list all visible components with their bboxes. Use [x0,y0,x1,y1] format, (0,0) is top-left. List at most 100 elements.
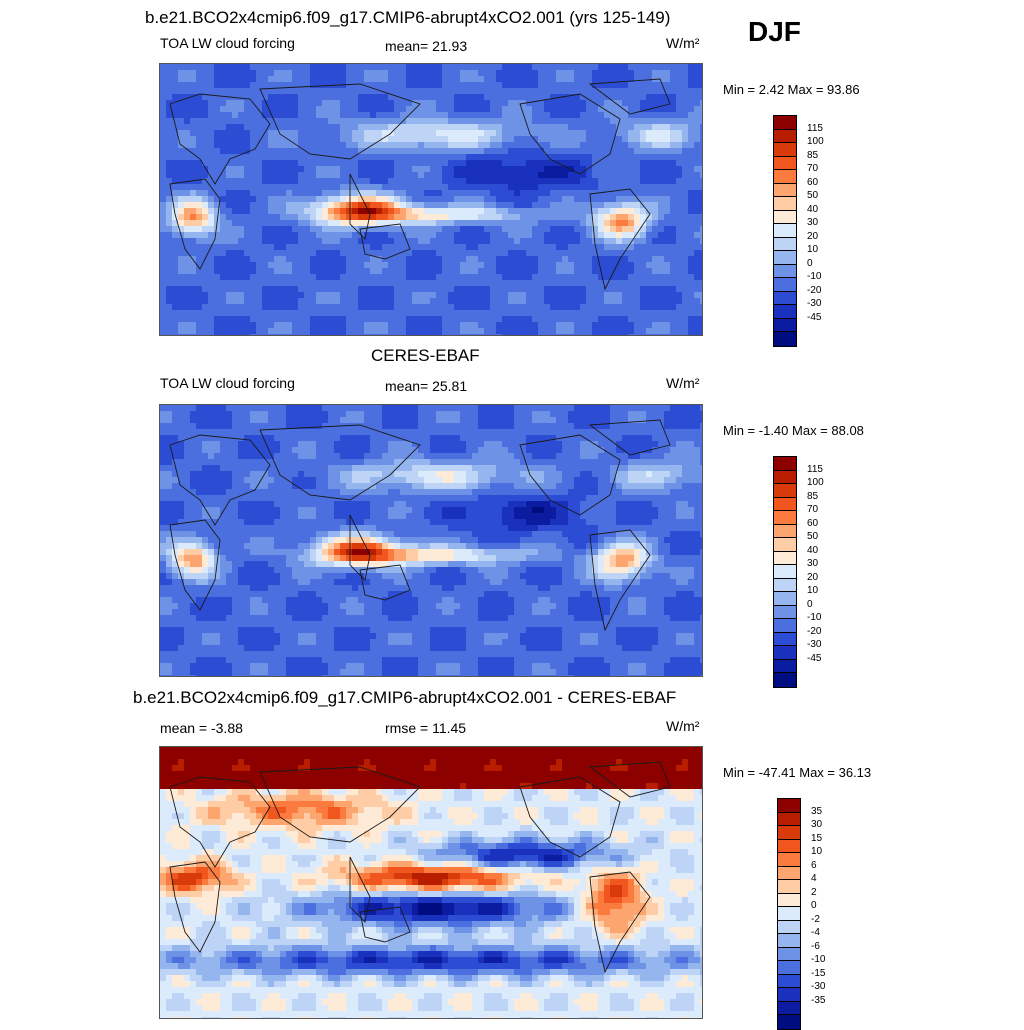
colorbar-swatch [774,265,796,279]
colorbar-swatch [778,948,800,962]
colorbar-swatch [774,498,796,512]
colorbar-tick-label: 20 [807,572,818,583]
colorbar-tick-label: 15 [811,833,822,844]
colorbar-swatch [778,921,800,935]
colorbar-tick-label: -4 [811,927,820,938]
colorbar-swatch [774,224,796,238]
colorbar-swatch [778,1015,800,1029]
colorbar-swatch [778,826,800,840]
colorbar-swatch [774,197,796,211]
colorbar-tick-label: 60 [807,177,818,188]
colorbar-swatch [778,867,800,881]
colorbar-tick-label: -2 [811,914,820,925]
colorbar-tick-label: 0 [807,258,813,269]
panel3-minmax: Min = -47.41 Max = 36.13 [723,765,871,780]
colorbar-swatch [774,511,796,525]
colorbar-tick-label: 10 [807,244,818,255]
colorbar-swatch [774,319,796,333]
colorbar-swatch [778,840,800,854]
colorbar-swatch [774,457,796,471]
colorbar-swatch [778,975,800,989]
colorbar-swatch [778,880,800,894]
colorbar-swatch [774,238,796,252]
colorbar-tick-label: -35 [811,995,825,1006]
panel3-rmse-label: rmse = 11.45 [385,720,466,736]
colorbar-swatch [778,894,800,908]
colorbar-tick-label: -45 [807,312,821,323]
colorbar-tick-label: -6 [811,941,820,952]
panel1-variable-label: TOA LW cloud forcing [160,35,295,51]
colorbar-swatch [774,484,796,498]
colorbar-tick-label: -10 [807,612,821,623]
panel1-title: b.e21.BCO2x4cmip6.f09_g17.CMIP6-abrupt4x… [145,8,670,28]
colorbar-swatch [774,184,796,198]
colorbar-swatch [774,170,796,184]
colorbar-swatch [774,130,796,144]
panel1-colorbar [773,115,797,347]
colorbar-tick-label: 60 [807,518,818,529]
colorbar-tick-label: 0 [811,900,817,911]
panel1-mean-label: mean= 21.93 [385,38,467,54]
colorbar-swatch [774,157,796,171]
panel2-units-label: W/m² [666,375,699,391]
colorbar-tick-label: -20 [807,285,821,296]
panel3-map [159,746,703,1019]
colorbar-tick-label: -30 [807,298,821,309]
colorbar-tick-label: 50 [807,190,818,201]
colorbar-swatch [778,853,800,867]
colorbar-tick-label: 4 [811,873,817,884]
colorbar-swatch [774,332,796,346]
colorbar-tick-label: 20 [807,231,818,242]
colorbar-swatch [774,619,796,633]
colorbar-tick-label: 2 [811,887,817,898]
colorbar-tick-label: 10 [811,846,822,857]
colorbar-tick-label: -45 [807,653,821,664]
colorbar-swatch [774,552,796,566]
colorbar-tick-label: 100 [807,136,824,147]
colorbar-swatch [774,660,796,674]
colorbar-tick-label: 50 [807,531,818,542]
colorbar-tick-label: 115 [807,464,823,475]
colorbar-tick-label: -30 [811,981,825,992]
colorbar-swatch [774,579,796,593]
colorbar-tick-label: -20 [807,626,821,637]
colorbar-swatch [774,592,796,606]
panel2-variable-label: TOA LW cloud forcing [160,375,295,391]
panel1-minmax: Min = 2.42 Max = 93.86 [723,82,860,97]
colorbar-swatch [774,292,796,306]
colorbar-swatch [774,646,796,660]
colorbar-swatch [774,251,796,265]
colorbar-swatch [778,988,800,1002]
colorbar-tick-label: 6 [811,860,817,871]
colorbar-swatch [774,565,796,579]
panel3-colorbar [777,798,801,1030]
panel2-map-svg [160,405,702,676]
colorbar-swatch [774,116,796,130]
colorbar-tick-label: 10 [807,585,818,596]
colorbar-tick-label: 0 [807,599,813,610]
colorbar-tick-label: 115 [807,123,823,134]
colorbar-swatch [778,961,800,975]
colorbar-swatch [778,813,800,827]
colorbar-swatch [774,525,796,539]
colorbar-tick-label: 85 [807,150,818,161]
panel3-mean-label: mean = -3.88 [160,720,243,736]
colorbar-swatch [778,1002,800,1016]
colorbar-tick-label: 40 [807,545,818,556]
panel2-title: CERES-EBAF [371,346,480,366]
colorbar-tick-label: -10 [811,954,825,965]
panel2-mean-label: mean= 25.81 [385,378,467,394]
panel2-minmax: Min = -1.40 Max = 88.08 [723,423,864,438]
colorbar-swatch [774,305,796,319]
colorbar-tick-label: 70 [807,504,818,515]
colorbar-swatch [774,606,796,620]
season-label: DJF [748,16,801,48]
colorbar-swatch [774,211,796,225]
panel3-title: b.e21.BCO2x4cmip6.f09_g17.CMIP6-abrupt4x… [133,688,676,708]
panel3-units-label: W/m² [666,718,699,734]
colorbar-tick-label: -10 [807,271,821,282]
colorbar-swatch [778,907,800,921]
panel3-map-svg [160,747,702,1018]
colorbar-tick-label: 35 [811,806,822,817]
colorbar-tick-label: 70 [807,163,818,174]
